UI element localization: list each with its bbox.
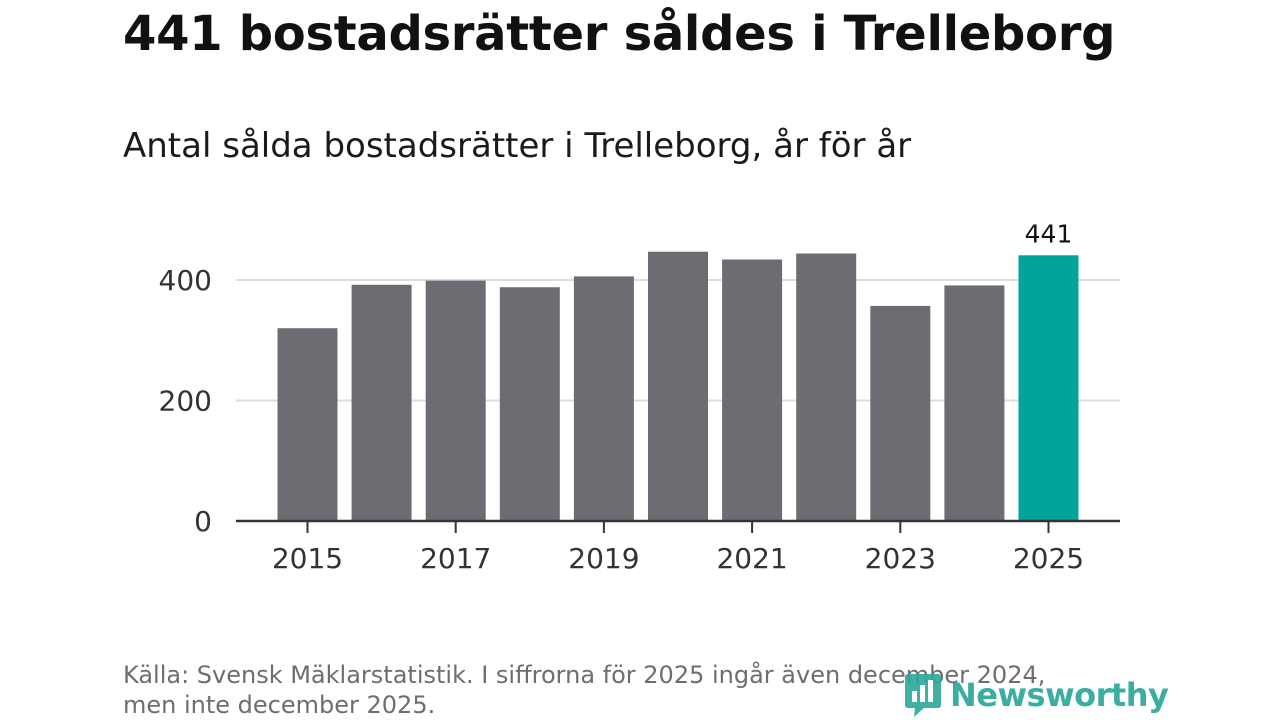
y-tick-label-0: 0 — [194, 505, 212, 538]
bar-2020 — [648, 251, 708, 521]
source-line-1: Källa: Svensk Mäklarstatistik. I siffror… — [123, 661, 1046, 689]
newsworthy-logo-text: Newsworthy — [950, 676, 1169, 714]
source-line-2: men inte december 2025. — [123, 691, 436, 719]
labels: 0 200 400 2015 2017 2019 2021 2023 2025 441 — [159, 219, 1085, 575]
bars — [277, 251, 1079, 522]
x-tick-label-2017: 2017 — [420, 542, 491, 575]
chart-title: 441 bostadsrätter såldes i Trelleborg — [123, 6, 1116, 62]
bar-2015 — [277, 328, 338, 521]
bar-2017 — [425, 280, 486, 521]
data-label-2025: 441 — [1025, 219, 1073, 248]
y-tick-label-400: 400 — [159, 264, 212, 297]
source-note: Källa: Svensk Mäklarstatistik. I siffror… — [123, 660, 1123, 720]
newsworthy-logo-icon — [905, 674, 941, 717]
x-tick-label-2015: 2015 — [272, 542, 343, 575]
x-tick-label-2023: 2023 — [865, 542, 936, 575]
x-tick-label-2025: 2025 — [1013, 542, 1084, 575]
bar-2018 — [499, 287, 560, 521]
bar-2025 — [1018, 255, 1079, 522]
bar-2024 — [944, 285, 1005, 521]
newsworthy-logo[interactable]: Newsworthy — [902, 670, 1169, 720]
x-tick-label-2021: 2021 — [716, 542, 787, 575]
bar-2023 — [870, 305, 931, 521]
bar-2021 — [722, 259, 783, 521]
y-tick-label-200: 200 — [159, 385, 212, 418]
bar-chart: 0 200 400 2015 2017 2019 2021 2023 2025 441 — [159, 219, 1120, 575]
bar-2019 — [573, 276, 634, 521]
bar-2016 — [351, 284, 412, 521]
axes — [236, 519, 1120, 533]
bar-2022 — [796, 253, 857, 522]
chart-subtitle: Antal sålda bostadsrätter i Trelleborg, … — [123, 126, 912, 166]
x-tick-label-2019: 2019 — [568, 542, 639, 575]
